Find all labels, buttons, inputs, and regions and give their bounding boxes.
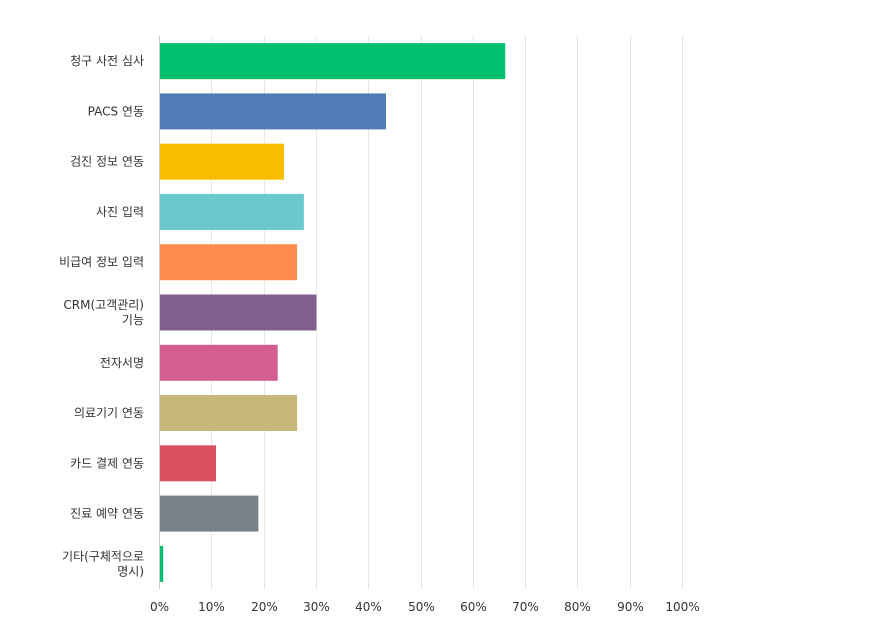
x-tick-label: 50% — [408, 600, 435, 614]
category-label: 사진 입력 — [96, 205, 144, 219]
x-tick-label: 60% — [460, 600, 487, 614]
category-label: PACS 연동 — [88, 104, 144, 118]
category-label: 카드 결제 연동 — [70, 456, 144, 470]
x-tick-label: 90% — [617, 600, 644, 614]
x-tick-label: 0% — [150, 600, 169, 614]
category-label: 검진 정보 연동 — [70, 155, 144, 169]
bar — [160, 545, 164, 582]
category-label: 비급여 정보 입력 — [59, 255, 144, 269]
x-tick-label: 100% — [665, 600, 699, 614]
x-tick-label: 30% — [303, 600, 330, 614]
x-tick-label: 70% — [512, 600, 539, 614]
x-tick-label: 40% — [355, 600, 382, 614]
category-label: 의료기기 연동 — [74, 406, 144, 420]
bar — [160, 294, 317, 331]
bar — [160, 344, 278, 381]
category-label: CRM(고객관리) 기능 — [63, 298, 144, 327]
bars — [160, 43, 506, 582]
category-label: 진료 예약 연동 — [70, 506, 144, 521]
category-label: 기타(구체적으로 명시) — [62, 549, 144, 578]
bar — [160, 495, 259, 532]
x-tick-labels: 0% 10% 20% 30% 40% 50% 60% 70% 80% 90% 100% — [150, 600, 700, 614]
category-label: 청구 사전 심사 — [70, 54, 144, 68]
bar — [160, 244, 298, 281]
category-label: 전자서명 — [100, 356, 144, 370]
bar — [160, 143, 284, 180]
x-tick-label: 20% — [251, 600, 278, 614]
bar — [160, 43, 506, 80]
bar — [160, 445, 217, 482]
x-tick-label: 80% — [564, 600, 591, 614]
bar — [160, 395, 298, 432]
bar — [160, 93, 386, 130]
x-tick-label: 10% — [198, 600, 225, 614]
bar — [160, 193, 304, 230]
